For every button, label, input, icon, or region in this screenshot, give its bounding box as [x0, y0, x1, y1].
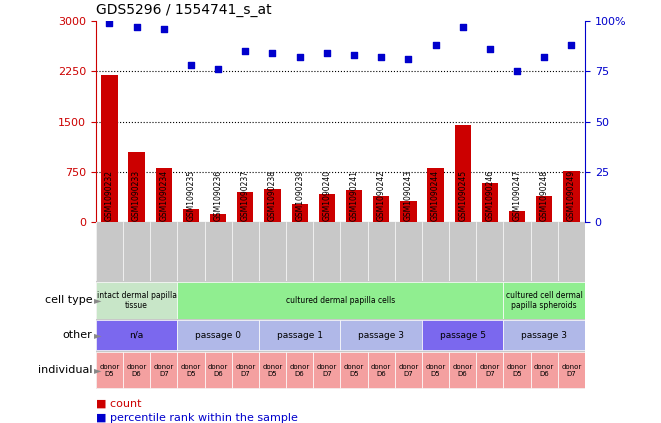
Bar: [346, 190, 362, 222]
Bar: [536, 196, 553, 222]
Text: passage 0: passage 0: [195, 331, 241, 340]
Bar: [237, 192, 253, 222]
Text: donor
D5: donor D5: [99, 364, 120, 376]
Bar: [177, 320, 259, 350]
Text: n/a: n/a: [130, 331, 143, 340]
Bar: [563, 171, 580, 222]
Point: [267, 50, 278, 57]
Point: [539, 54, 549, 61]
Text: ►: ►: [94, 330, 101, 340]
Bar: [259, 352, 286, 388]
Text: donor
D6: donor D6: [126, 364, 147, 376]
Point: [213, 66, 223, 73]
Point: [430, 42, 441, 49]
Bar: [292, 204, 308, 222]
Bar: [428, 168, 444, 222]
Bar: [177, 352, 204, 388]
Text: cell type: cell type: [45, 295, 93, 305]
Bar: [128, 152, 145, 222]
Text: other: other: [63, 330, 93, 340]
Text: donor
D7: donor D7: [398, 364, 418, 376]
Text: donor
D6: donor D6: [290, 364, 310, 376]
Bar: [259, 320, 340, 350]
Bar: [400, 201, 416, 222]
Text: individual: individual: [38, 365, 93, 375]
Text: passage 3: passage 3: [522, 331, 567, 340]
Bar: [210, 214, 226, 222]
Text: donor
D7: donor D7: [480, 364, 500, 376]
Bar: [395, 352, 422, 388]
Text: donor
D7: donor D7: [153, 364, 174, 376]
Bar: [232, 352, 259, 388]
Point: [457, 24, 468, 30]
Bar: [531, 352, 558, 388]
Bar: [368, 352, 395, 388]
Bar: [504, 352, 531, 388]
Point: [512, 68, 522, 75]
Text: donor
D6: donor D6: [534, 364, 555, 376]
Bar: [286, 352, 313, 388]
Bar: [504, 320, 585, 350]
Bar: [340, 320, 422, 350]
Bar: [558, 352, 585, 388]
Text: cultured cell dermal
papilla spheroids: cultured cell dermal papilla spheroids: [506, 291, 582, 310]
Bar: [422, 320, 504, 350]
Point: [321, 50, 332, 57]
Bar: [319, 194, 335, 222]
Text: donor
D6: donor D6: [208, 364, 228, 376]
Text: donor
D5: donor D5: [262, 364, 283, 376]
Bar: [373, 196, 389, 222]
Bar: [183, 209, 199, 222]
Bar: [96, 282, 177, 319]
Text: donor
D7: donor D7: [235, 364, 255, 376]
Text: donor
D5: donor D5: [507, 364, 527, 376]
Point: [485, 46, 495, 53]
Text: donor
D5: donor D5: [181, 364, 201, 376]
Bar: [482, 183, 498, 222]
Point: [566, 42, 576, 49]
Text: donor
D7: donor D7: [561, 364, 582, 376]
Text: donor
D7: donor D7: [317, 364, 337, 376]
Text: GDS5296 / 1554741_s_at: GDS5296 / 1554741_s_at: [96, 3, 272, 17]
Point: [294, 54, 305, 61]
Bar: [449, 352, 477, 388]
Bar: [123, 352, 150, 388]
Point: [104, 20, 115, 27]
Bar: [204, 352, 232, 388]
Text: donor
D6: donor D6: [453, 364, 473, 376]
Text: intact dermal papilla
tissue: intact dermal papilla tissue: [97, 291, 176, 310]
Bar: [477, 352, 504, 388]
Text: cultured dermal papilla cells: cultured dermal papilla cells: [286, 296, 395, 305]
Bar: [155, 168, 172, 222]
Bar: [150, 352, 177, 388]
Text: donor
D5: donor D5: [344, 364, 364, 376]
Text: passage 3: passage 3: [358, 331, 404, 340]
Text: donor
D6: donor D6: [371, 364, 391, 376]
Bar: [504, 282, 585, 319]
Bar: [340, 352, 368, 388]
Point: [349, 52, 360, 59]
Text: ■ count: ■ count: [96, 398, 141, 409]
Text: ►: ►: [94, 365, 101, 375]
Text: passage 5: passage 5: [440, 331, 486, 340]
Bar: [509, 212, 525, 222]
Bar: [177, 282, 504, 319]
Point: [240, 48, 251, 55]
Text: ■ percentile rank within the sample: ■ percentile rank within the sample: [96, 413, 297, 423]
Point: [132, 24, 142, 30]
Bar: [96, 352, 123, 388]
Bar: [264, 189, 281, 222]
Bar: [313, 352, 340, 388]
Text: donor
D5: donor D5: [426, 364, 446, 376]
Point: [403, 56, 414, 63]
Bar: [96, 320, 177, 350]
Point: [159, 26, 169, 33]
Bar: [422, 352, 449, 388]
Text: ►: ►: [94, 295, 101, 305]
Point: [186, 62, 196, 69]
Bar: [101, 75, 118, 222]
Text: passage 1: passage 1: [277, 331, 323, 340]
Bar: [455, 125, 471, 222]
Point: [376, 54, 387, 61]
